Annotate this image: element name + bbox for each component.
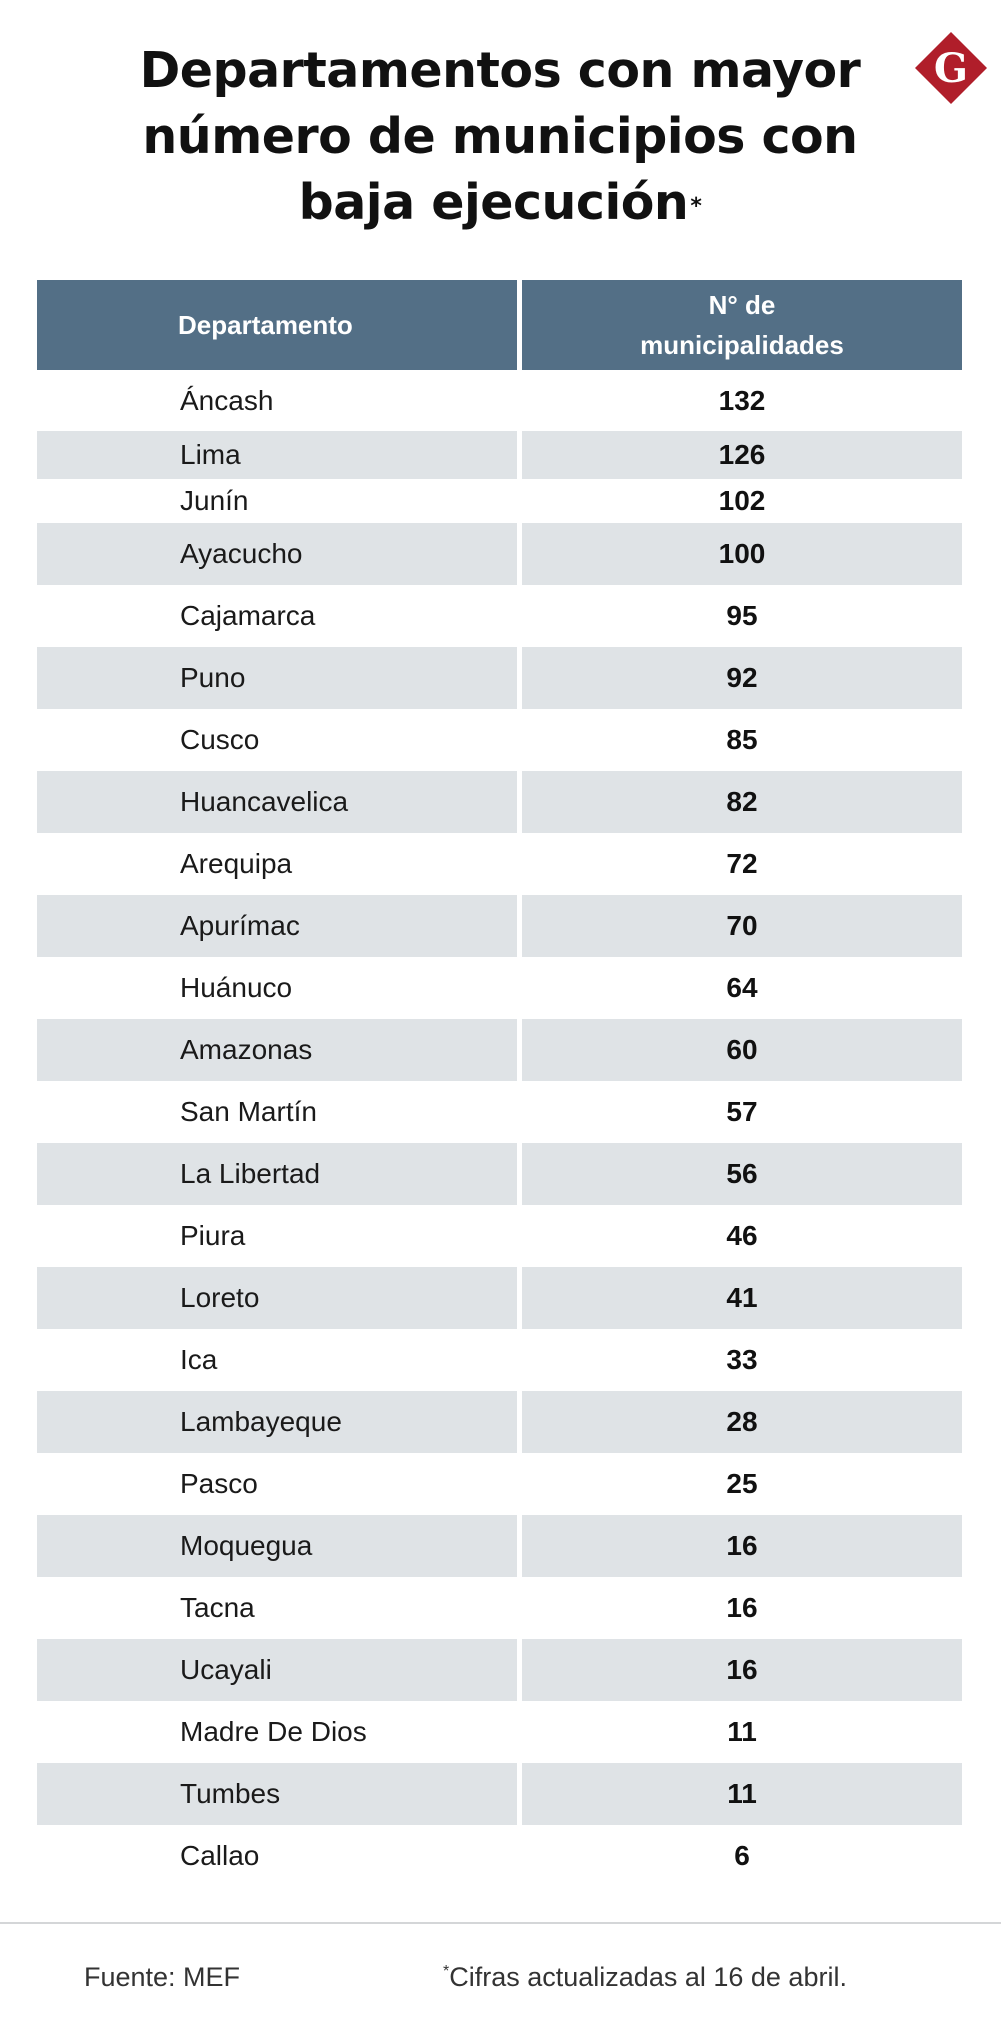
cell-municipalidades: 16 (522, 1639, 962, 1701)
table-row: Huánuco 64 (37, 957, 962, 1019)
cell-departamento: Arequipa (180, 848, 293, 879)
footer-note: *Cifras actualizadas al 16 de abril. (443, 1962, 847, 1992)
cell-departamento: Tacna (180, 1592, 255, 1623)
cell-municipalidades: 28 (522, 1391, 962, 1453)
logo-diamond (915, 32, 987, 104)
cell-municipalidades: 57 (726, 1096, 758, 1127)
table-row: Tacna 16 (37, 1577, 962, 1639)
table-row: Ica 33 (37, 1329, 962, 1391)
cell-municipalidades: 82 (522, 771, 962, 833)
header-municipalidades-text: N° de municipalidades (640, 290, 844, 360)
cell-municipalidades: 41 (522, 1267, 962, 1329)
logo-letter: G (934, 45, 968, 92)
table-row: Ayacucho 100 (37, 523, 962, 585)
table-row: Arequipa 72 (37, 833, 962, 895)
title-line-3: baja ejecución (298, 174, 689, 231)
cell-departamento: San Martín (180, 1096, 317, 1127)
table-row: Pasco 25 (37, 1453, 962, 1515)
table-row: Lima 126 (37, 431, 962, 479)
data-table: Departamento N° de municipalidades Áncas… (37, 280, 962, 1887)
cell-municipalidades: 11 (727, 1716, 757, 1747)
cell-departamento: Pasco (180, 1468, 258, 1499)
cell-departamento: Apurímac (37, 895, 517, 957)
header-departamento: Departamento (37, 280, 517, 370)
cell-departamento: Madre De Dios (180, 1716, 367, 1747)
table-row: San Martín 57 (37, 1081, 962, 1143)
cell-departamento: La Libertad (37, 1143, 517, 1205)
table-header: Departamento N° de municipalidades (37, 280, 962, 370)
cell-municipalidades: 92 (522, 647, 962, 709)
cell-departamento: Huánuco (180, 972, 293, 1003)
publisher-logo-icon: G (915, 32, 987, 104)
header-municipalidades: N° de municipalidades (522, 280, 962, 370)
title-asterisk: * (690, 194, 702, 219)
table-body: Áncash 132 Lima 126 Junín 102 Ayacucho 100 Cajam… (37, 370, 962, 1887)
cell-departamento: Ica (180, 1344, 218, 1375)
table-row: Callao 6 (37, 1825, 962, 1887)
table-row: Apurímac 70 (37, 895, 962, 957)
cell-municipalidades: 64 (726, 972, 758, 1003)
cell-municipalidades: 100 (522, 523, 962, 585)
table-row: Piura 46 (37, 1205, 962, 1267)
cell-municipalidades: 16 (522, 1515, 962, 1577)
table-row: Junín 102 (37, 479, 962, 523)
cell-departamento: Lima (37, 431, 517, 479)
cell-departamento: Amazonas (37, 1019, 517, 1081)
table-row: Loreto 41 (37, 1267, 962, 1329)
cell-departamento: Tumbes (37, 1763, 517, 1825)
page-title: Departamentos con mayor número de munici… (120, 38, 880, 236)
cell-departamento: Ayacucho (37, 523, 517, 585)
table-row: Lambayeque 28 (37, 1391, 962, 1453)
cell-municipalidades: 102 (718, 485, 766, 516)
cell-municipalidades: 72 (726, 848, 758, 879)
cell-departamento: Cusco (180, 724, 260, 755)
cell-municipalidades: 95 (726, 600, 758, 631)
cell-municipalidades: 11 (522, 1763, 962, 1825)
cell-departamento: Puno (37, 647, 517, 709)
table-row: Moquegua 16 (37, 1515, 962, 1577)
title-line-1: Departamentos con mayor (139, 42, 861, 99)
table-row: Áncash 132 (37, 370, 962, 431)
cell-departamento: Moquegua (37, 1515, 517, 1577)
title-line-2: número de municipios con (142, 108, 858, 165)
cell-departamento: Piura (180, 1220, 246, 1251)
cell-departamento: Huancavelica (37, 771, 517, 833)
cell-departamento: Áncash (180, 384, 274, 416)
table-row: Huancavelica 82 (37, 771, 962, 833)
cell-departamento: Lambayeque (37, 1391, 517, 1453)
cell-departamento: Loreto (37, 1267, 517, 1329)
cell-departamento: Cajamarca (180, 600, 316, 631)
table-row: Tumbes 11 (37, 1763, 962, 1825)
footer-divider (0, 1922, 1001, 1924)
cell-municipalidades: 46 (726, 1220, 758, 1251)
table-row: Puno 92 (37, 647, 962, 709)
table-row: Cusco 85 (37, 709, 962, 771)
cell-municipalidades: 56 (522, 1143, 962, 1205)
cell-municipalidades: 60 (522, 1019, 962, 1081)
cell-municipalidades: 85 (726, 724, 758, 755)
cell-departamento: Callao (180, 1840, 260, 1871)
cell-municipalidades: 33 (726, 1344, 758, 1375)
table-row: Cajamarca 95 (37, 585, 962, 647)
footer-source: Fuente: MEF (84, 1962, 241, 1992)
cell-municipalidades: 6 (734, 1840, 750, 1871)
cell-municipalidades: 16 (726, 1592, 758, 1623)
cell-departamento: Ucayali (37, 1639, 517, 1701)
table-row: Ucayali 16 (37, 1639, 962, 1701)
cell-municipalidades: 25 (726, 1468, 758, 1499)
cell-municipalidades: 132 (718, 384, 766, 416)
cell-municipalidades: 126 (522, 431, 962, 479)
cell-municipalidades: 70 (522, 895, 962, 957)
table-row: La Libertad 56 (37, 1143, 962, 1205)
table-row: Madre De Dios 11 (37, 1701, 962, 1763)
table-row: Amazonas 60 (37, 1019, 962, 1081)
cell-departamento: Junín (180, 485, 249, 516)
